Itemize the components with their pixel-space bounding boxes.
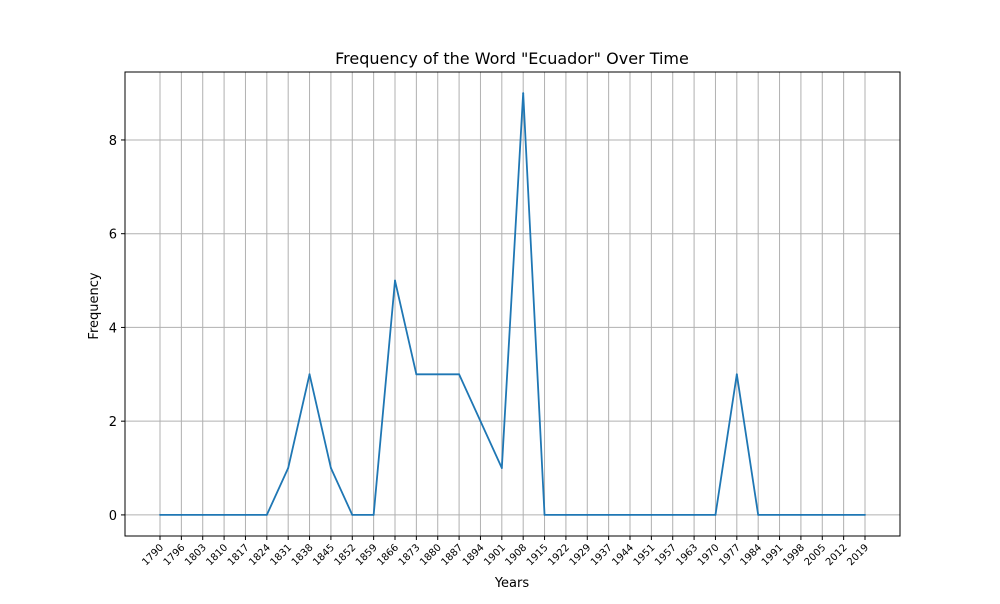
x-tick-label: 1866 [375,542,401,568]
x-tick-label: 1908 [504,542,530,568]
data-point [671,514,674,516]
x-tick-label: 1951 [632,542,658,568]
x-tick-label: 1817 [226,542,252,568]
data-series [159,92,866,516]
series-line [160,92,865,516]
x-axis-ticks: 1790179618031810181718241831183818451852… [140,536,871,568]
data-point [372,514,375,516]
data-point [201,514,204,516]
y-axis-ticks: 0 2 4 6 8 [109,134,125,524]
x-tick-label: 2019 [845,542,871,568]
data-point [415,373,418,376]
x-tick-label: 1838 [290,542,316,568]
data-point [842,514,845,516]
data-point [265,514,268,516]
grid-lines [125,72,900,536]
data-point [330,467,332,469]
x-tick-label: 1991 [760,542,786,568]
data-point [351,514,354,516]
data-point [778,514,781,516]
x-tick-label: 1944 [610,542,636,568]
chart-title: Frequency of the Word "Ecuador" Over Tim… [335,49,689,68]
data-point [500,467,503,469]
y-tick-label: 8 [109,134,117,149]
data-point [821,514,824,516]
data-point [543,514,546,516]
x-tick-label: 1824 [247,542,273,568]
x-tick-label: 1970 [696,542,722,568]
data-point [308,373,311,376]
x-tick-label: 2012 [824,542,850,568]
data-point [436,373,439,376]
x-tick-label: 1937 [589,542,615,568]
x-tick-label: 1894 [461,542,487,568]
data-point [244,514,247,516]
data-point [394,279,396,282]
y-tick-label: 0 [109,509,117,524]
x-tick-label: 1929 [568,542,594,568]
x-tick-label: 1901 [482,542,508,568]
data-point [586,514,589,516]
x-tick-label: 1977 [717,542,743,568]
x-tick-label: 1887 [439,542,465,568]
x-tick-label: 1810 [204,542,230,568]
data-point [757,514,760,516]
y-tick-label: 6 [109,228,117,243]
x-tick-label: 2005 [803,542,829,568]
x-tick-label: 1880 [418,542,444,568]
data-point [223,514,225,516]
x-axis-label: Years [494,576,530,591]
y-tick-label: 4 [109,321,117,336]
data-point [800,514,802,516]
x-tick-label: 1984 [739,542,765,568]
x-tick-label: 1915 [525,542,551,568]
x-tick-label: 1803 [183,542,209,568]
data-point [714,514,717,516]
x-tick-label: 1873 [397,542,423,568]
data-point [735,373,738,376]
x-tick-label: 1796 [162,542,188,568]
plot-area-frame [124,71,901,537]
data-point [565,514,567,516]
x-tick-label: 1922 [546,542,572,568]
data-point [458,373,460,376]
x-tick-label: 1998 [781,542,807,568]
x-tick-label: 1859 [354,542,380,568]
x-tick-label: 1852 [333,542,359,568]
data-point [864,514,866,516]
data-point [180,514,183,516]
x-tick-label: 1963 [674,542,700,568]
x-tick-label: 1831 [269,542,295,568]
data-point [287,467,290,469]
data-point [522,92,525,94]
y-tick-label: 2 [109,415,117,430]
x-tick-label: 1845 [311,542,337,568]
data-point [650,514,653,516]
data-point [629,514,631,516]
y-axis-label: Frequency [87,272,102,339]
x-tick-label: 1790 [140,542,166,568]
x-tick-label: 1957 [653,542,679,568]
data-point [159,514,161,516]
data-point [693,514,695,516]
data-point [607,514,610,516]
data-point [479,420,482,423]
